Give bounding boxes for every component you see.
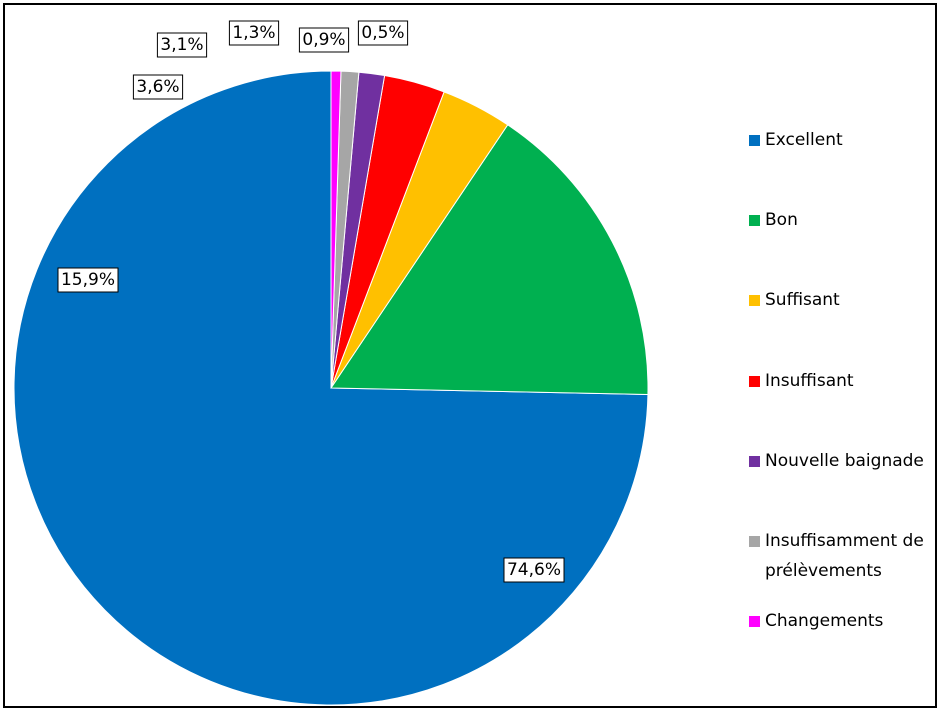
legend-item-nouvelle-baignade: Nouvelle baignade xyxy=(749,451,924,471)
legend-item-bon: Bon xyxy=(749,210,798,230)
svg-text:0,5%: 0,5% xyxy=(361,23,404,43)
legend-swatch xyxy=(749,135,760,146)
svg-text:0,9%: 0,9% xyxy=(302,30,345,50)
legend-swatch xyxy=(749,616,760,627)
legend-swatch xyxy=(749,215,760,226)
legend-item-excellent: Excellent xyxy=(749,130,843,150)
legend-swatch xyxy=(749,536,760,547)
legend-label: Bon xyxy=(765,210,798,230)
svg-text:74,6%: 74,6% xyxy=(507,560,561,580)
legend-item-changements: Changements xyxy=(749,611,884,631)
legend-item-suffisant: Suffisant xyxy=(749,290,840,310)
legend-label: Insuffisamment de prélèvements xyxy=(765,531,924,581)
legend-label: Nouvelle baignade xyxy=(765,451,924,471)
slice-changements xyxy=(330,70,342,389)
legend-swatch xyxy=(749,456,760,467)
svg-text:15,9%: 15,9% xyxy=(61,270,115,290)
svg-text:3,6%: 3,6% xyxy=(136,77,179,97)
pie-slices xyxy=(13,70,649,706)
legend-item-insuffisant: Insuffisant xyxy=(749,371,854,391)
data-label-insuffisant: 3,1% xyxy=(156,32,208,58)
data-labels: 74,6% 15,9% 3,6% 3,1% 1,3% 0,9% 0,5% xyxy=(57,20,565,583)
legend-label: Changements xyxy=(765,611,884,631)
data-label-bon: 15,9% xyxy=(57,267,119,293)
data-label-nouvelle-baignade: 1,3% xyxy=(228,20,280,46)
data-label-excellent: 74,6% xyxy=(503,557,565,583)
data-label-changements: 0,5% xyxy=(357,20,409,46)
slice-bon xyxy=(330,124,649,395)
legend-swatch xyxy=(749,295,760,306)
data-label-suffisant: 3,6% xyxy=(132,74,184,100)
data-label-insuffisamment-de-prelevements: 0,9% xyxy=(298,27,350,53)
legend: Excellent Bon Suffisant Insuffisant Nouvelle… xyxy=(749,130,924,631)
legend-label: Insuffisant xyxy=(765,371,854,391)
svg-text:3,1%: 3,1% xyxy=(160,35,203,55)
legend-swatch xyxy=(749,376,760,387)
legend-label: Excellent xyxy=(765,130,843,150)
legend-item-insuffisamment-de-prelevements: Insuffisamment de prélèvements xyxy=(749,531,924,581)
legend-label: Suffisant xyxy=(765,290,840,310)
svg-text:1,3%: 1,3% xyxy=(232,23,275,43)
